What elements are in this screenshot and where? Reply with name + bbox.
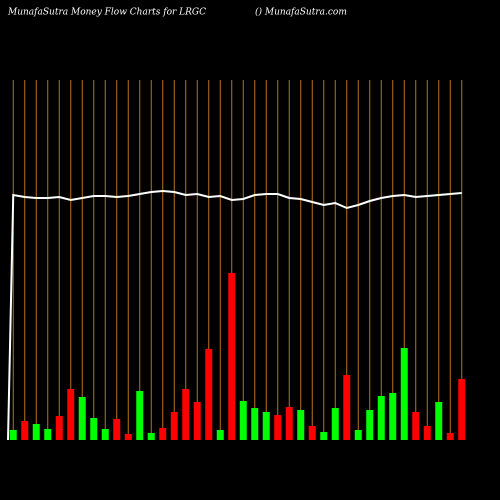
bar	[262, 412, 270, 440]
bar	[274, 415, 282, 440]
bar	[9, 430, 17, 440]
bar	[78, 397, 86, 440]
bar	[136, 391, 144, 440]
bar	[458, 379, 466, 440]
bar	[435, 402, 443, 440]
bar	[297, 410, 305, 440]
bar	[389, 393, 397, 440]
bar	[308, 426, 316, 440]
bar	[205, 349, 213, 440]
bar	[228, 273, 236, 440]
chart-subtitle: () MunafaSutra.com	[255, 7, 347, 18]
bar	[251, 408, 259, 440]
bar	[55, 416, 63, 440]
money-flow-line	[7, 189, 462, 441]
bar	[423, 426, 431, 440]
bar	[354, 430, 362, 440]
bar	[147, 433, 155, 440]
bar	[331, 408, 339, 440]
bar	[320, 432, 328, 440]
bar	[193, 402, 201, 440]
bar	[159, 428, 167, 440]
bar	[101, 429, 109, 440]
bar	[285, 407, 293, 440]
bar	[21, 421, 29, 440]
bar	[446, 433, 454, 440]
bar	[170, 412, 178, 440]
bar	[366, 410, 374, 440]
bar	[113, 419, 121, 440]
bar	[182, 389, 190, 440]
bar	[44, 429, 52, 440]
bar	[400, 348, 408, 440]
chart-title: MunafaSutra Money Flow Charts for LRGC	[7, 8, 206, 18]
bar	[216, 430, 224, 440]
bar	[412, 412, 420, 440]
bar	[90, 418, 98, 440]
bar	[343, 375, 351, 440]
bar	[67, 389, 75, 440]
bar	[239, 401, 247, 440]
bar	[32, 424, 40, 440]
bar	[377, 396, 385, 440]
bar	[124, 434, 132, 440]
